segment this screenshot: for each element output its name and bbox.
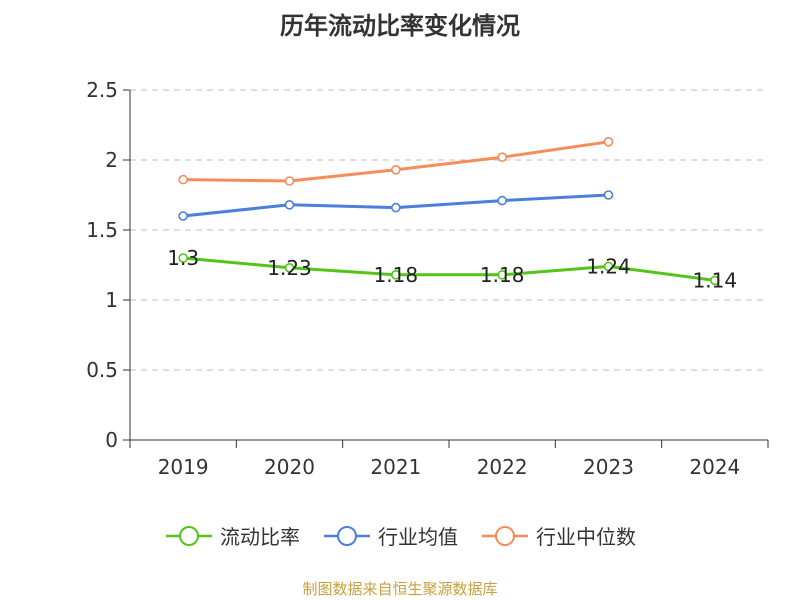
y-tick-label: 1.5: [86, 218, 118, 242]
data-point: [284, 262, 295, 273]
data-point: [178, 174, 188, 185]
legend-item: 行业均值: [322, 521, 458, 550]
data-label: 1.14: [693, 268, 738, 292]
x-tick-label: 2019: [158, 455, 209, 479]
legend-item: 行业中位数: [480, 521, 636, 550]
data-label: 1.23: [267, 256, 312, 280]
legend: 流动比率 行业均值 行业中位数: [0, 521, 800, 550]
data-point: [710, 275, 720, 286]
legend-label: 流动比率: [220, 525, 300, 549]
y-tick-label: 0.5: [86, 358, 118, 382]
data-point: [603, 137, 614, 147]
data-label: 1.24: [586, 254, 631, 278]
y-tick-label: 0: [105, 428, 118, 452]
source-note: 制图数据来自恒生聚源数据库: [302, 580, 498, 598]
x-tick-label: 2021: [370, 455, 421, 479]
x-tick-label: 2022: [477, 455, 528, 479]
legend-label: 行业中位数: [536, 525, 636, 549]
y-tick-label: 1: [105, 288, 118, 312]
x-tick-label: 2023: [583, 455, 634, 479]
series-line: [181, 140, 610, 183]
y-tick-label: 2: [105, 148, 118, 172]
data-label: 1.18: [374, 263, 419, 287]
y-tick-label: 2.5: [86, 78, 118, 102]
data-point: [603, 261, 614, 272]
data-point: [497, 269, 507, 280]
data-point: [391, 269, 401, 280]
data-point: [284, 176, 295, 186]
legend-marker-icon: [166, 525, 212, 546]
data-point: [178, 211, 188, 221]
data-point: [178, 253, 188, 263]
legend-item: 流动比率: [164, 521, 300, 550]
data-point: [497, 152, 507, 162]
data-point: [603, 190, 614, 200]
series-line: [181, 256, 717, 282]
legend-marker-icon: [482, 525, 528, 546]
data-label: 1.3: [167, 246, 199, 270]
x-tick-label: 2020: [264, 455, 315, 479]
x-tick-label: 2024: [689, 455, 740, 479]
data-point: [391, 202, 401, 213]
chart-title: 历年流动比率变化情况: [280, 12, 520, 40]
data-label: 1.18: [480, 263, 525, 287]
legend-label: 行业均值: [378, 525, 458, 549]
data-point: [497, 195, 507, 206]
data-point: [391, 165, 401, 175]
data-point: [284, 200, 295, 210]
legend-marker-icon: [324, 525, 370, 546]
